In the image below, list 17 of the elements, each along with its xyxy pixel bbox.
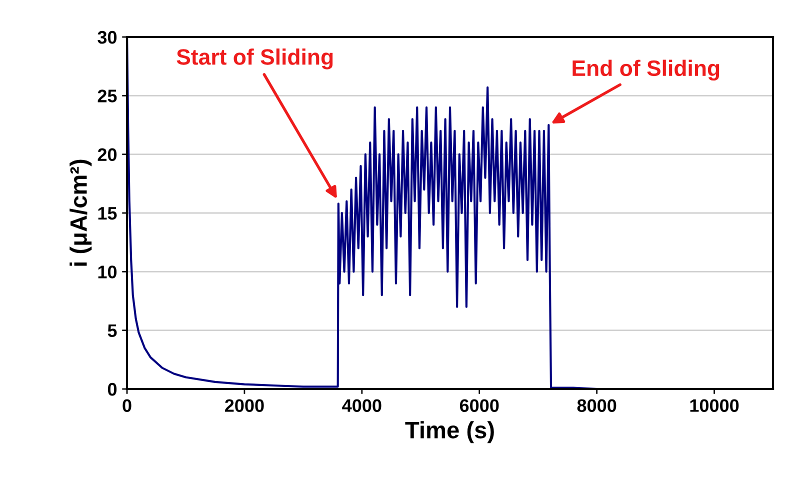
y-axis-title: i (μA/cm²) (70, 160, 92, 266)
y-tick-label: 15 (98, 207, 117, 220)
x-tick-label: 4000 (342, 399, 382, 412)
y-tick-label: 0 (108, 382, 117, 396)
x-tick-label: 2000 (225, 399, 264, 412)
annotation: Start of Sliding (176, 48, 333, 70)
x-tick-label: 8000 (577, 399, 616, 412)
x-tick-label: 10000 (690, 399, 739, 412)
x-tick-label: 6000 (460, 399, 499, 412)
y-tick-label: 5 (108, 324, 117, 338)
y-tick-label: 10 (98, 266, 117, 278)
x-axis-title: Time (s) (405, 421, 494, 444)
y-tick-label: 25 (98, 90, 117, 102)
annotation: End of Sliding (572, 60, 720, 81)
x-tick-label: 0 (122, 399, 132, 412)
y-tick-label: 30 (98, 30, 117, 44)
y-tick-label: 20 (98, 148, 117, 162)
